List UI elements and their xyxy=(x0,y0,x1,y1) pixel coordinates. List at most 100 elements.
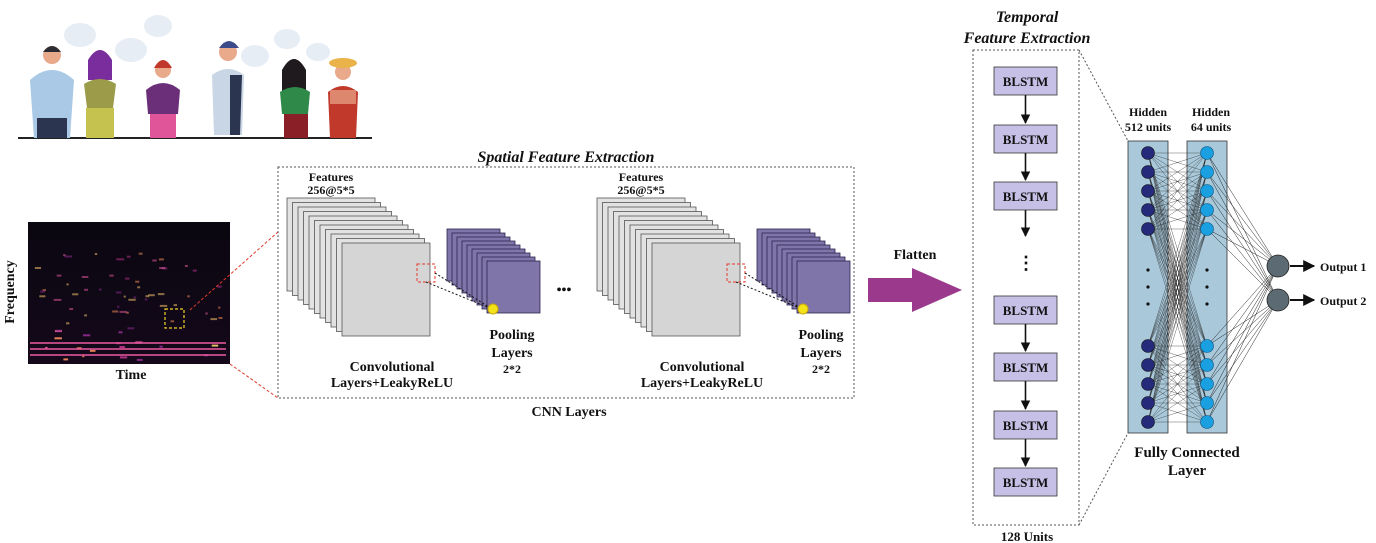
spectrogram-band xyxy=(128,298,136,301)
hidden-64-node xyxy=(1200,203,1214,217)
edge xyxy=(1147,152,1208,192)
connection-edges xyxy=(1147,152,1279,423)
edge xyxy=(1206,190,1279,301)
hidden-512-node xyxy=(1141,358,1155,372)
spectrogram-band xyxy=(173,304,177,307)
blstm-box xyxy=(972,49,1080,526)
spectrogram-band xyxy=(137,286,141,289)
blstm-cell-label: BLSTM xyxy=(1003,132,1049,147)
spectrogram-band xyxy=(112,310,119,313)
edge xyxy=(1206,152,1279,267)
spectrogram-patch xyxy=(164,308,185,329)
spectrogram-band xyxy=(211,344,219,347)
spectrogram-band xyxy=(42,289,46,292)
conv-label-line2: Layers+LeakyReLU xyxy=(641,376,763,391)
hidden-64-node xyxy=(1200,377,1214,391)
spectrogram-band xyxy=(116,291,122,294)
units-label: 128 Units xyxy=(1001,529,1053,543)
hidden-512-node xyxy=(1141,165,1155,179)
hidden-64-node xyxy=(1200,222,1214,236)
ellipsis-dot xyxy=(1205,302,1209,306)
edge xyxy=(1147,152,1208,173)
spectrogram-band xyxy=(98,288,102,291)
edge xyxy=(1147,152,1208,230)
hidden-64-node xyxy=(1200,358,1214,372)
spectrogram-band xyxy=(109,274,114,277)
output-node xyxy=(1266,254,1290,278)
features-size: 256@5*5 xyxy=(307,183,354,197)
edge xyxy=(1147,383,1208,423)
blstm-cell-label: BLSTM xyxy=(1003,74,1049,89)
edge xyxy=(1206,299,1279,385)
spectrogram-band xyxy=(152,259,157,262)
blstm-cell-label: BLSTM xyxy=(1003,360,1049,375)
output-2-label: Output 2 xyxy=(1320,294,1366,308)
spectrogram-band xyxy=(81,276,89,278)
spectrogram-band xyxy=(127,327,135,330)
hidden2-label-line2: 64 units xyxy=(1191,120,1232,134)
spectrogram-band xyxy=(119,310,127,313)
spectrogram-band xyxy=(89,349,96,352)
spectrogram-band xyxy=(192,269,197,272)
conv-label-line1: Convolutional xyxy=(350,360,435,375)
spectrogram-band xyxy=(63,358,69,361)
features-size: 256@5*5 xyxy=(617,183,664,197)
spectrogram-band xyxy=(138,252,143,255)
hidden-64-node xyxy=(1200,184,1214,198)
spectrogram-band xyxy=(123,295,126,298)
ellipsis-dot xyxy=(1205,268,1209,272)
flatten-arrow-icon xyxy=(868,268,962,312)
blstm-cell xyxy=(993,352,1058,382)
frequency-axis-label: Frequency xyxy=(3,260,18,324)
spectrogram-band xyxy=(187,295,190,298)
spectrogram-band xyxy=(170,320,175,323)
spectrogram-band xyxy=(159,267,166,269)
edge xyxy=(1206,265,1279,347)
spectrogram-band xyxy=(158,258,164,261)
spectrogram-band xyxy=(56,329,62,332)
spectrogram-band xyxy=(69,308,74,310)
spectrogram-band xyxy=(66,322,70,325)
edge xyxy=(1147,171,1208,423)
spectrogram-band xyxy=(66,283,69,286)
hidden-64-node xyxy=(1200,339,1214,353)
spectrogram-band xyxy=(184,265,188,267)
spectrogram-band xyxy=(116,258,125,261)
edge xyxy=(1147,345,1208,404)
temporal-title-line1: Temporal xyxy=(996,9,1059,26)
edge xyxy=(1147,228,1208,423)
blstm-cell-label: BLSTM xyxy=(1003,303,1049,318)
edge xyxy=(1206,265,1279,385)
temporal-title-line2: Feature Extraction xyxy=(963,30,1091,47)
edge xyxy=(1206,265,1279,366)
conv-feature-map xyxy=(341,242,431,337)
spectrogram-band xyxy=(218,317,223,319)
spectrogram-band xyxy=(64,255,73,258)
spectrogram-band xyxy=(116,305,120,308)
edge xyxy=(1147,345,1208,423)
hidden-512-node xyxy=(1141,222,1155,236)
fc-label-line1: Fully Connected xyxy=(1134,445,1240,461)
cnn-box xyxy=(277,166,855,399)
spectrogram-band xyxy=(159,345,163,348)
ellipsis-dot xyxy=(1146,302,1150,306)
spectrogram-band xyxy=(135,280,140,283)
edge xyxy=(1206,299,1279,347)
edge xyxy=(1206,299,1279,404)
hidden-64-node xyxy=(1200,396,1214,410)
cnn-block-1: Features 256@5*5 Convolutional Layers+Le… xyxy=(286,170,541,391)
pool-label-line2: Layers xyxy=(491,346,533,361)
spectrogram: Frequency Time xyxy=(3,222,279,399)
spectrogram-band xyxy=(126,311,129,314)
edge xyxy=(1147,152,1208,347)
edge xyxy=(1147,190,1208,423)
spectrogram-band xyxy=(136,358,143,361)
edge xyxy=(1147,152,1208,423)
spectrogram-band xyxy=(30,348,226,350)
pooling-layer-stack xyxy=(446,228,541,314)
hidden1-label-line1: Hidden xyxy=(1129,105,1167,119)
pool-size-label: 2*2 xyxy=(812,362,830,376)
edge xyxy=(1206,228,1279,301)
hidden-64-node xyxy=(1200,165,1214,179)
spatial-title: Spatial Feature Extraction xyxy=(478,149,655,166)
